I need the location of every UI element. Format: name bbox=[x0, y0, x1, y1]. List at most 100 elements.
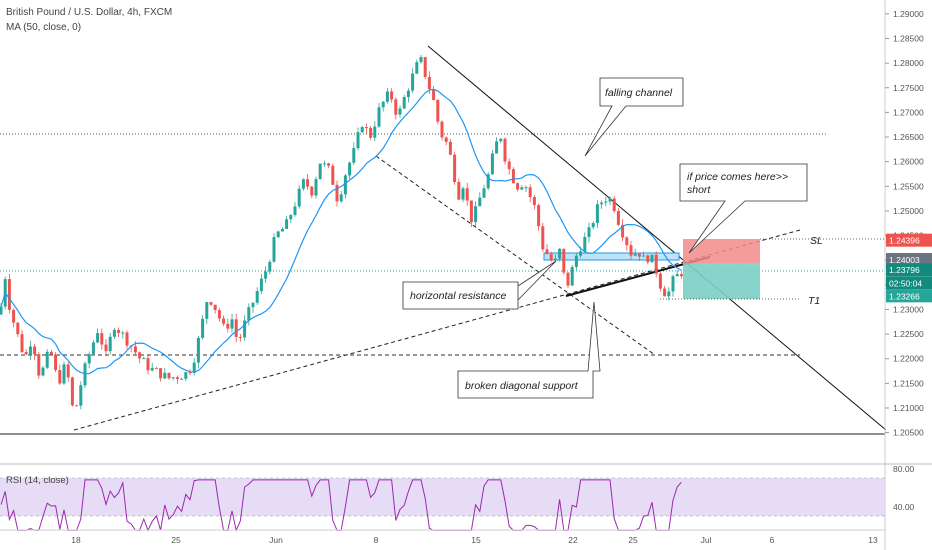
candle-body bbox=[297, 188, 301, 207]
candle-body bbox=[591, 223, 595, 228]
candle-body bbox=[595, 204, 599, 224]
candle-body bbox=[58, 370, 62, 384]
horizontal-resistance-label: horizontal resistance bbox=[410, 290, 506, 302]
candle-body bbox=[264, 271, 268, 279]
candle-body bbox=[608, 198, 612, 202]
candle-body bbox=[226, 323, 230, 329]
candle-body bbox=[532, 197, 536, 206]
candle-body bbox=[558, 248, 562, 259]
candle-body bbox=[335, 184, 339, 202]
candle-body bbox=[171, 377, 175, 379]
callout-short-setup: if price comes here>> short bbox=[679, 163, 808, 254]
candle-body bbox=[566, 272, 570, 286]
candle-body bbox=[633, 253, 637, 256]
time-tick-label: 18 bbox=[71, 535, 81, 545]
candle-body bbox=[196, 337, 200, 363]
candle-body bbox=[654, 254, 658, 274]
candle-body bbox=[528, 187, 532, 198]
price-tick-label: 1.22500 bbox=[893, 329, 924, 339]
candle-body bbox=[213, 304, 217, 311]
price-tick-label: 1.22000 bbox=[893, 354, 924, 364]
candle-body bbox=[419, 57, 423, 63]
t1-label: T1 bbox=[808, 295, 820, 307]
candle-body bbox=[175, 377, 179, 380]
candle-body bbox=[322, 163, 326, 165]
falling-channel-lower bbox=[375, 155, 656, 356]
candle-body bbox=[247, 307, 251, 321]
candle-body bbox=[549, 254, 553, 261]
falling-channel-upper bbox=[427, 45, 887, 431]
candle-body bbox=[423, 57, 427, 77]
candle-body bbox=[188, 372, 192, 374]
time-axis[interactable]: 18 25 Jun 8 15 22 25 Jul 6 13 bbox=[71, 535, 878, 545]
candle-body bbox=[150, 367, 154, 371]
candle-body bbox=[490, 153, 494, 175]
candle-body bbox=[20, 334, 24, 353]
time-tick-label: 6 bbox=[770, 535, 775, 545]
candle-body bbox=[448, 141, 452, 155]
candle-body bbox=[280, 228, 284, 232]
time-tick-label: 13 bbox=[868, 535, 878, 545]
time-tick-label: 22 bbox=[568, 535, 578, 545]
price-axis[interactable]: 1.29000 1.28500 1.28000 1.27500 1.27000 1.265… bbox=[885, 9, 924, 438]
candle-body bbox=[621, 224, 625, 238]
candle-body bbox=[432, 89, 436, 100]
price-tick-label: 1.26000 bbox=[893, 157, 924, 167]
sl-label: SL bbox=[810, 235, 823, 247]
rsi-tick-80: 80.00 bbox=[893, 464, 915, 474]
candle-body bbox=[616, 211, 620, 225]
candle-body bbox=[45, 351, 49, 368]
candle-body bbox=[356, 132, 360, 149]
time-tick-label: 8 bbox=[374, 535, 379, 545]
candle-body bbox=[469, 200, 473, 223]
candle-body bbox=[478, 197, 482, 207]
stop-loss-zone bbox=[683, 239, 760, 263]
candle-body bbox=[511, 169, 515, 184]
candle-body bbox=[658, 273, 662, 289]
candle-body bbox=[516, 183, 520, 190]
candle-body bbox=[537, 205, 541, 227]
candle-body bbox=[415, 62, 419, 74]
candle-body bbox=[112, 329, 116, 337]
candle-body bbox=[440, 121, 444, 138]
price-badge-label: 02:50:04 bbox=[889, 278, 922, 288]
candle-body bbox=[474, 206, 478, 223]
candle-body bbox=[503, 138, 507, 162]
candle-body bbox=[180, 378, 184, 380]
candle-body bbox=[163, 372, 167, 379]
candle-body bbox=[461, 188, 465, 200]
candle-body bbox=[629, 245, 633, 256]
candle-body bbox=[96, 333, 100, 343]
candle-body bbox=[217, 310, 221, 319]
price-badge-box bbox=[886, 289, 932, 303]
price-badge-label: 1.24396 bbox=[889, 236, 920, 246]
candle-body bbox=[293, 206, 297, 216]
candle-body bbox=[574, 255, 578, 267]
candle-body bbox=[579, 251, 583, 256]
candle-body bbox=[79, 385, 83, 406]
candle-body bbox=[507, 161, 511, 170]
candle-body bbox=[390, 91, 394, 100]
candle-body bbox=[70, 377, 74, 406]
candle-body bbox=[453, 154, 457, 183]
candle-body bbox=[482, 188, 486, 198]
horizontal-resistance-zone bbox=[543, 252, 680, 261]
candle-body bbox=[54, 354, 58, 371]
candle-body bbox=[268, 261, 272, 272]
candle-body bbox=[87, 354, 91, 364]
candle-body bbox=[373, 126, 377, 138]
candle-body bbox=[28, 346, 32, 355]
candle-body bbox=[587, 227, 591, 237]
candle-body bbox=[545, 249, 549, 255]
target-zone bbox=[683, 263, 760, 299]
candle-body bbox=[125, 332, 129, 346]
callout-falling-channel: falling channel bbox=[584, 77, 684, 157]
candle-body bbox=[402, 97, 406, 109]
price-badge-label: 1.24003 bbox=[889, 255, 920, 265]
candle-body bbox=[133, 346, 137, 353]
candle-body bbox=[541, 226, 545, 250]
candle-body bbox=[427, 76, 431, 90]
callout-broken-support: broken diagonal support bbox=[457, 301, 601, 399]
